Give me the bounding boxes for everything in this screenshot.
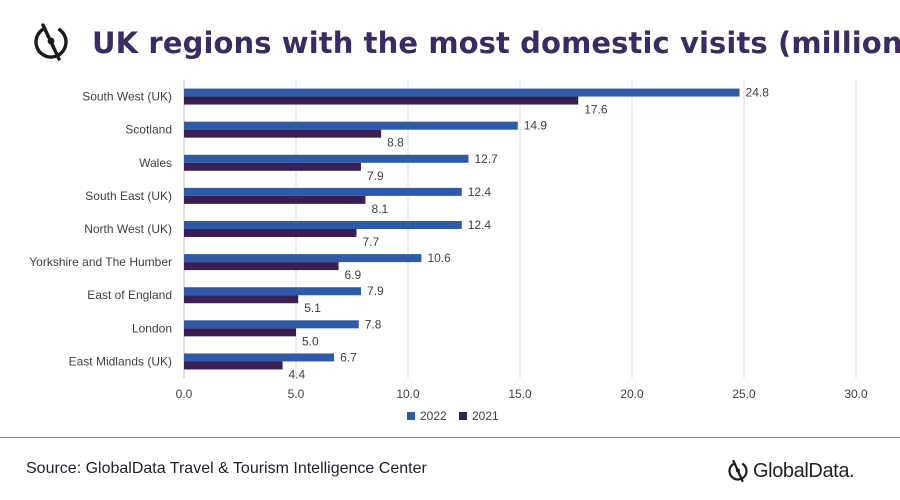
bar-2021 [184,361,283,370]
bar-2022 [184,121,518,130]
category-label: South West (UK) [82,90,172,104]
data-label-2021: 5.1 [304,301,321,315]
data-label-2021: 6.9 [345,268,362,282]
globaldata-logo-icon [34,23,68,61]
brand-name: GlobalData. [753,460,855,482]
x-tick-label: 30.0 [844,387,868,401]
category-label: North West (UK) [84,222,172,236]
bar-2022 [184,287,361,296]
data-label-2022: 7.9 [367,284,384,298]
chart-title: UK regions with the most domestic visits… [92,26,900,60]
category-label: East of England [87,288,172,302]
bar-2021 [184,229,357,237]
bar-2021 [184,129,382,138]
source-note: Source: GlobalData Travel & Tourism Inte… [26,460,427,477]
data-label-2022: 12.7 [474,152,498,166]
bar-chart: 0.0 5.0 10.0 15.0 20.0 25.0 30.0 South West (UK… [29,80,868,423]
bar-2022 [184,254,422,263]
category-label: Scotland [125,123,172,137]
data-label-2021: 7.7 [362,235,379,249]
data-label-2021: 8.8 [387,136,404,150]
footer-divider [0,437,900,438]
bar-2021 [184,295,299,304]
x-tick-label: 5.0 [288,387,305,401]
legend-label-2021: 2021 [472,409,499,423]
bar-2021 [184,328,296,337]
data-label-2022: 6.7 [340,350,357,364]
x-tick-label: 20.0 [620,387,644,401]
chart-header: UK regions with the most domestic visits… [26,14,900,70]
category-label: Wales [139,156,172,170]
bar-2022 [184,221,462,229]
category-label: South East (UK) [85,189,172,203]
data-label-2021: 5.0 [302,334,319,348]
data-label-2022: 10.6 [427,251,451,265]
bar-2021 [184,96,579,105]
bar-2021 [184,162,361,171]
legend-swatch-2022 [407,412,415,420]
x-tick-label: 10.0 [396,387,420,401]
bar-2022 [184,88,740,97]
data-label-2022: 12.4 [468,185,492,199]
category-label: Yorkshire and The Humber [29,255,172,269]
data-label-2022: 12.4 [468,218,492,232]
x-tick-label: 0.0 [176,387,193,401]
data-label-2021: 4.4 [289,367,306,381]
bar-2022 [184,154,469,163]
data-label-2021: 17.6 [584,103,608,117]
bar-2022 [184,353,335,362]
data-label-2022: 14.9 [524,119,548,133]
bar-2021 [184,195,366,204]
legend-swatch-2021 [459,412,467,420]
globaldata-brand-icon [728,459,748,483]
data-label-2022: 24.8 [746,86,770,100]
legend-label-2022: 2022 [420,409,447,423]
brand-logo: GlobalData. [726,456,886,488]
x-tick-label: 25.0 [732,387,756,401]
category-label: London [132,321,172,335]
bar-2022 [184,187,462,196]
bar-2022 [184,320,359,329]
bar-2021 [184,262,339,271]
data-label-2021: 7.9 [367,169,384,183]
category-label: East Midlands (UK) [69,354,172,368]
x-tick-label: 15.0 [508,387,532,401]
data-label-2021: 8.1 [371,202,388,216]
data-label-2022: 7.8 [365,317,382,331]
